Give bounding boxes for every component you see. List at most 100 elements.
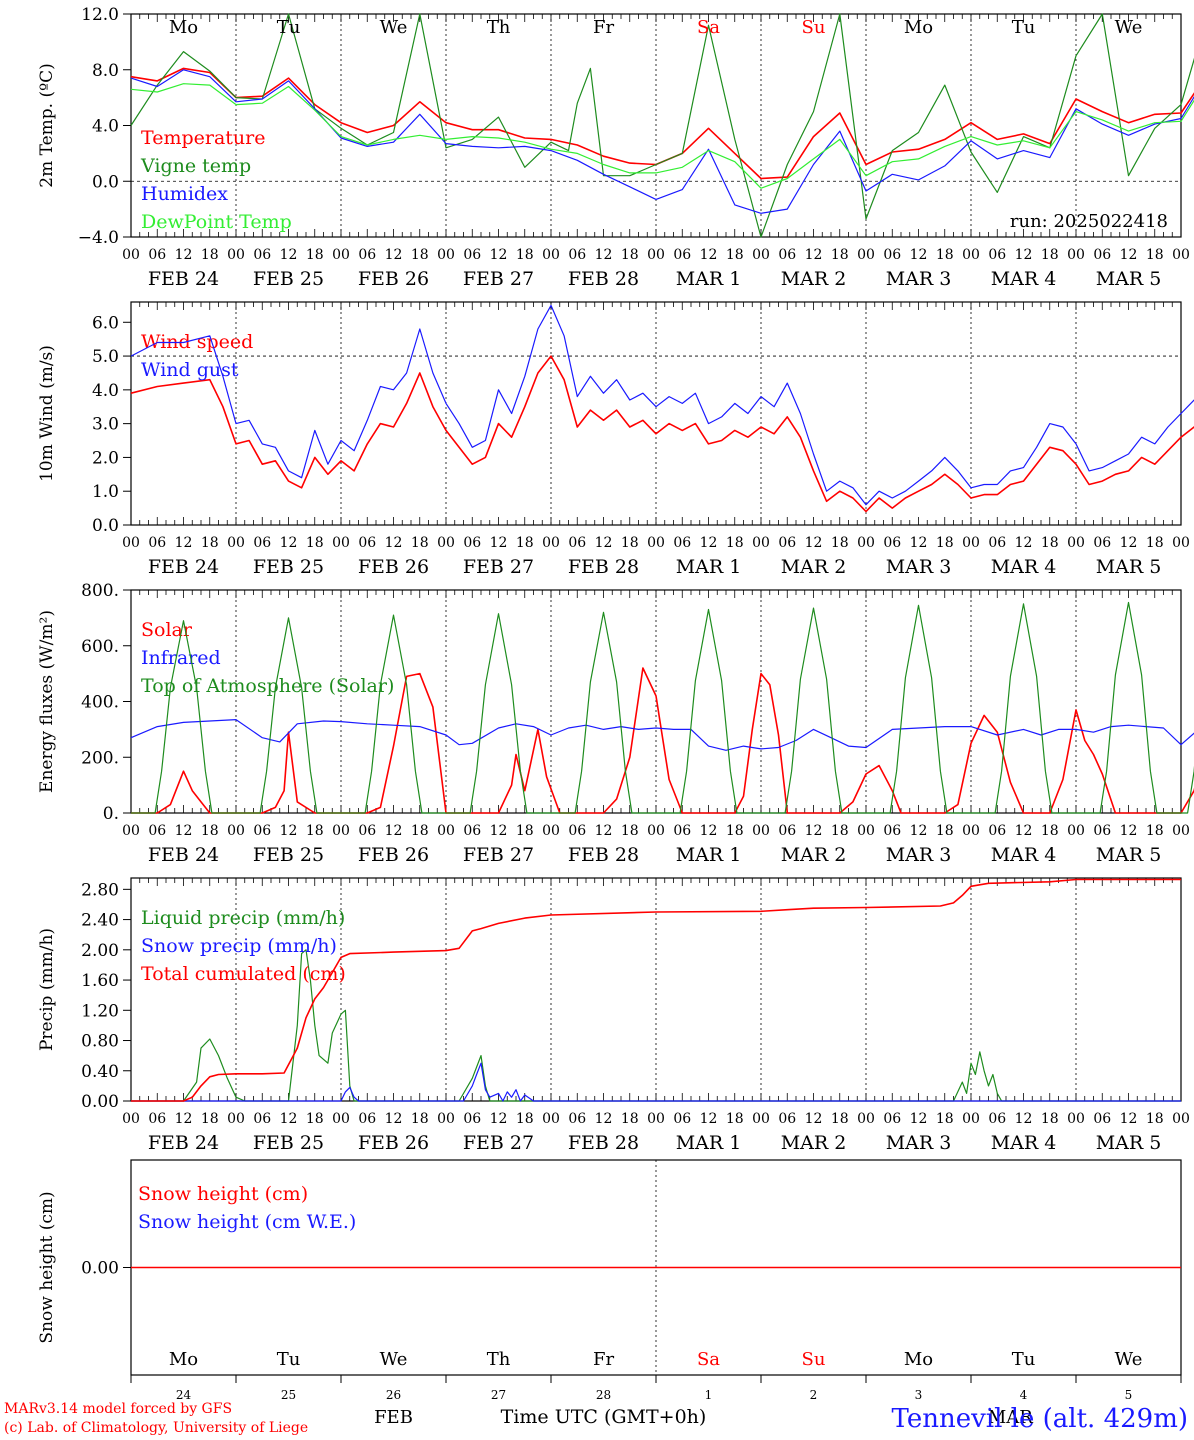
day-of-week-label: Su (802, 1349, 826, 1370)
y-tick-label: 200. (81, 748, 119, 768)
day-of-week-label: Mo (169, 1349, 198, 1370)
hour-label: 06 (253, 535, 271, 551)
y-tick-label: 2.80 (81, 880, 119, 900)
day-of-week-label: Fr (593, 17, 614, 38)
hour-label: 00 (227, 535, 245, 551)
hour-label: 12 (595, 823, 613, 839)
hour-label: 18 (201, 535, 219, 551)
hour-label: 18 (936, 535, 954, 551)
date-label: FEB 24 (148, 1132, 219, 1154)
hour-label: 18 (1041, 1111, 1059, 1127)
hour-label: 12 (385, 1111, 403, 1127)
hour-label: 18 (726, 535, 744, 551)
hour-label: 00 (647, 1111, 665, 1127)
y-tick-label: 1.60 (81, 971, 119, 991)
date-label: MAR 4 (991, 844, 1057, 866)
hour-label: 06 (673, 823, 691, 839)
hour-label: 18 (621, 247, 639, 263)
hour-label: 06 (568, 247, 586, 263)
y-tick-label: 2.40 (81, 911, 119, 931)
hour-label: 00 (962, 247, 980, 263)
day-of-week-label: Th (487, 17, 511, 38)
hour-label: 06 (358, 535, 376, 551)
hour-label: 00 (962, 535, 980, 551)
date-label: MAR 2 (781, 1132, 847, 1154)
hour-label: 18 (201, 823, 219, 839)
hour-label: 06 (463, 247, 481, 263)
hour-label: 00 (332, 535, 350, 551)
hour-label: 06 (358, 247, 376, 263)
date-label: MAR 4 (991, 268, 1057, 290)
y-axis-label: Energy fluxes (W/m²) (37, 610, 57, 793)
hour-label: 12 (910, 1111, 928, 1127)
hour-label: 12 (700, 823, 718, 839)
y-tick-label: 0.40 (81, 1062, 119, 1082)
date-label: MAR 2 (781, 268, 847, 290)
hour-label: 18 (306, 247, 324, 263)
hour-label: 00 (857, 1111, 875, 1127)
hour-label: 12 (700, 1111, 718, 1127)
hour-label: 18 (516, 535, 534, 551)
hour-label: 06 (463, 823, 481, 839)
date-label: MAR 1 (676, 844, 742, 866)
hour-label: 06 (673, 1111, 691, 1127)
hour-label: 00 (857, 247, 875, 263)
hour-label: 06 (1093, 1111, 1111, 1127)
hour-label: 12 (700, 535, 718, 551)
hour-label: 12 (700, 247, 718, 263)
hour-label: 12 (1015, 1111, 1033, 1127)
day-number-label: 28 (596, 1388, 611, 1402)
hour-label: 12 (385, 247, 403, 263)
hour-label: 12 (1120, 823, 1138, 839)
y-tick-label: 2.00 (81, 941, 119, 961)
hour-label: 18 (1146, 535, 1164, 551)
date-label: FEB 27 (463, 844, 534, 866)
series-line-dewpoint-temp (130, 83, 1194, 189)
y-tick-label: 0. (103, 804, 119, 824)
y-tick-label: 0.0 (92, 516, 119, 536)
hour-label: 06 (778, 247, 796, 263)
hour-label: 06 (358, 1111, 376, 1127)
hour-label: 12 (280, 535, 298, 551)
day-of-week-label: Mo (169, 17, 198, 38)
hour-label: 00 (1067, 247, 1085, 263)
day-of-week-label: Fr (593, 1349, 614, 1370)
hour-label: 00 (437, 823, 455, 839)
hour-label: 18 (1146, 1111, 1164, 1127)
hour-label: 00 (857, 823, 875, 839)
hour-label: 18 (411, 247, 429, 263)
day-of-week-label: Tu (1012, 17, 1036, 38)
date-label: FEB 25 (253, 268, 324, 290)
hour-label: 06 (253, 1111, 271, 1127)
y-tick-label: 8.0 (92, 61, 119, 81)
hour-label: 18 (201, 1111, 219, 1127)
legend-entry: Solar (141, 619, 193, 641)
legend-entry: Snow precip (mm/h) (141, 935, 337, 957)
hour-label: 18 (1146, 823, 1164, 839)
hour-label: 00 (647, 535, 665, 551)
hour-label: 00 (227, 1111, 245, 1127)
day-of-week-label: Mo (904, 17, 933, 38)
date-label: MAR 3 (886, 844, 952, 866)
hour-label: 18 (831, 823, 849, 839)
y-tick-label: 800. (81, 581, 119, 601)
hour-label: 12 (175, 247, 193, 263)
day-of-week-label: We (380, 1349, 408, 1370)
hour-label: 18 (621, 1111, 639, 1127)
hour-label: 18 (516, 823, 534, 839)
date-label: FEB 25 (253, 844, 324, 866)
day-of-week-label: Tu (1012, 1349, 1036, 1370)
day-of-week-label: Sa (697, 17, 720, 38)
hour-label: 00 (752, 823, 770, 839)
hour-label: 06 (358, 823, 376, 839)
y-tick-label: 1.20 (81, 1001, 119, 1021)
day-of-week-label: We (1115, 17, 1143, 38)
hour-label: 00 (122, 1111, 140, 1127)
day-number-label: 24 (176, 1388, 192, 1402)
series-line-humidex (130, 69, 1194, 214)
day-of-week-label: Sa (697, 1349, 720, 1370)
hour-label: 06 (883, 823, 901, 839)
hour-label: 12 (595, 1111, 613, 1127)
date-label: MAR 1 (676, 1132, 742, 1154)
